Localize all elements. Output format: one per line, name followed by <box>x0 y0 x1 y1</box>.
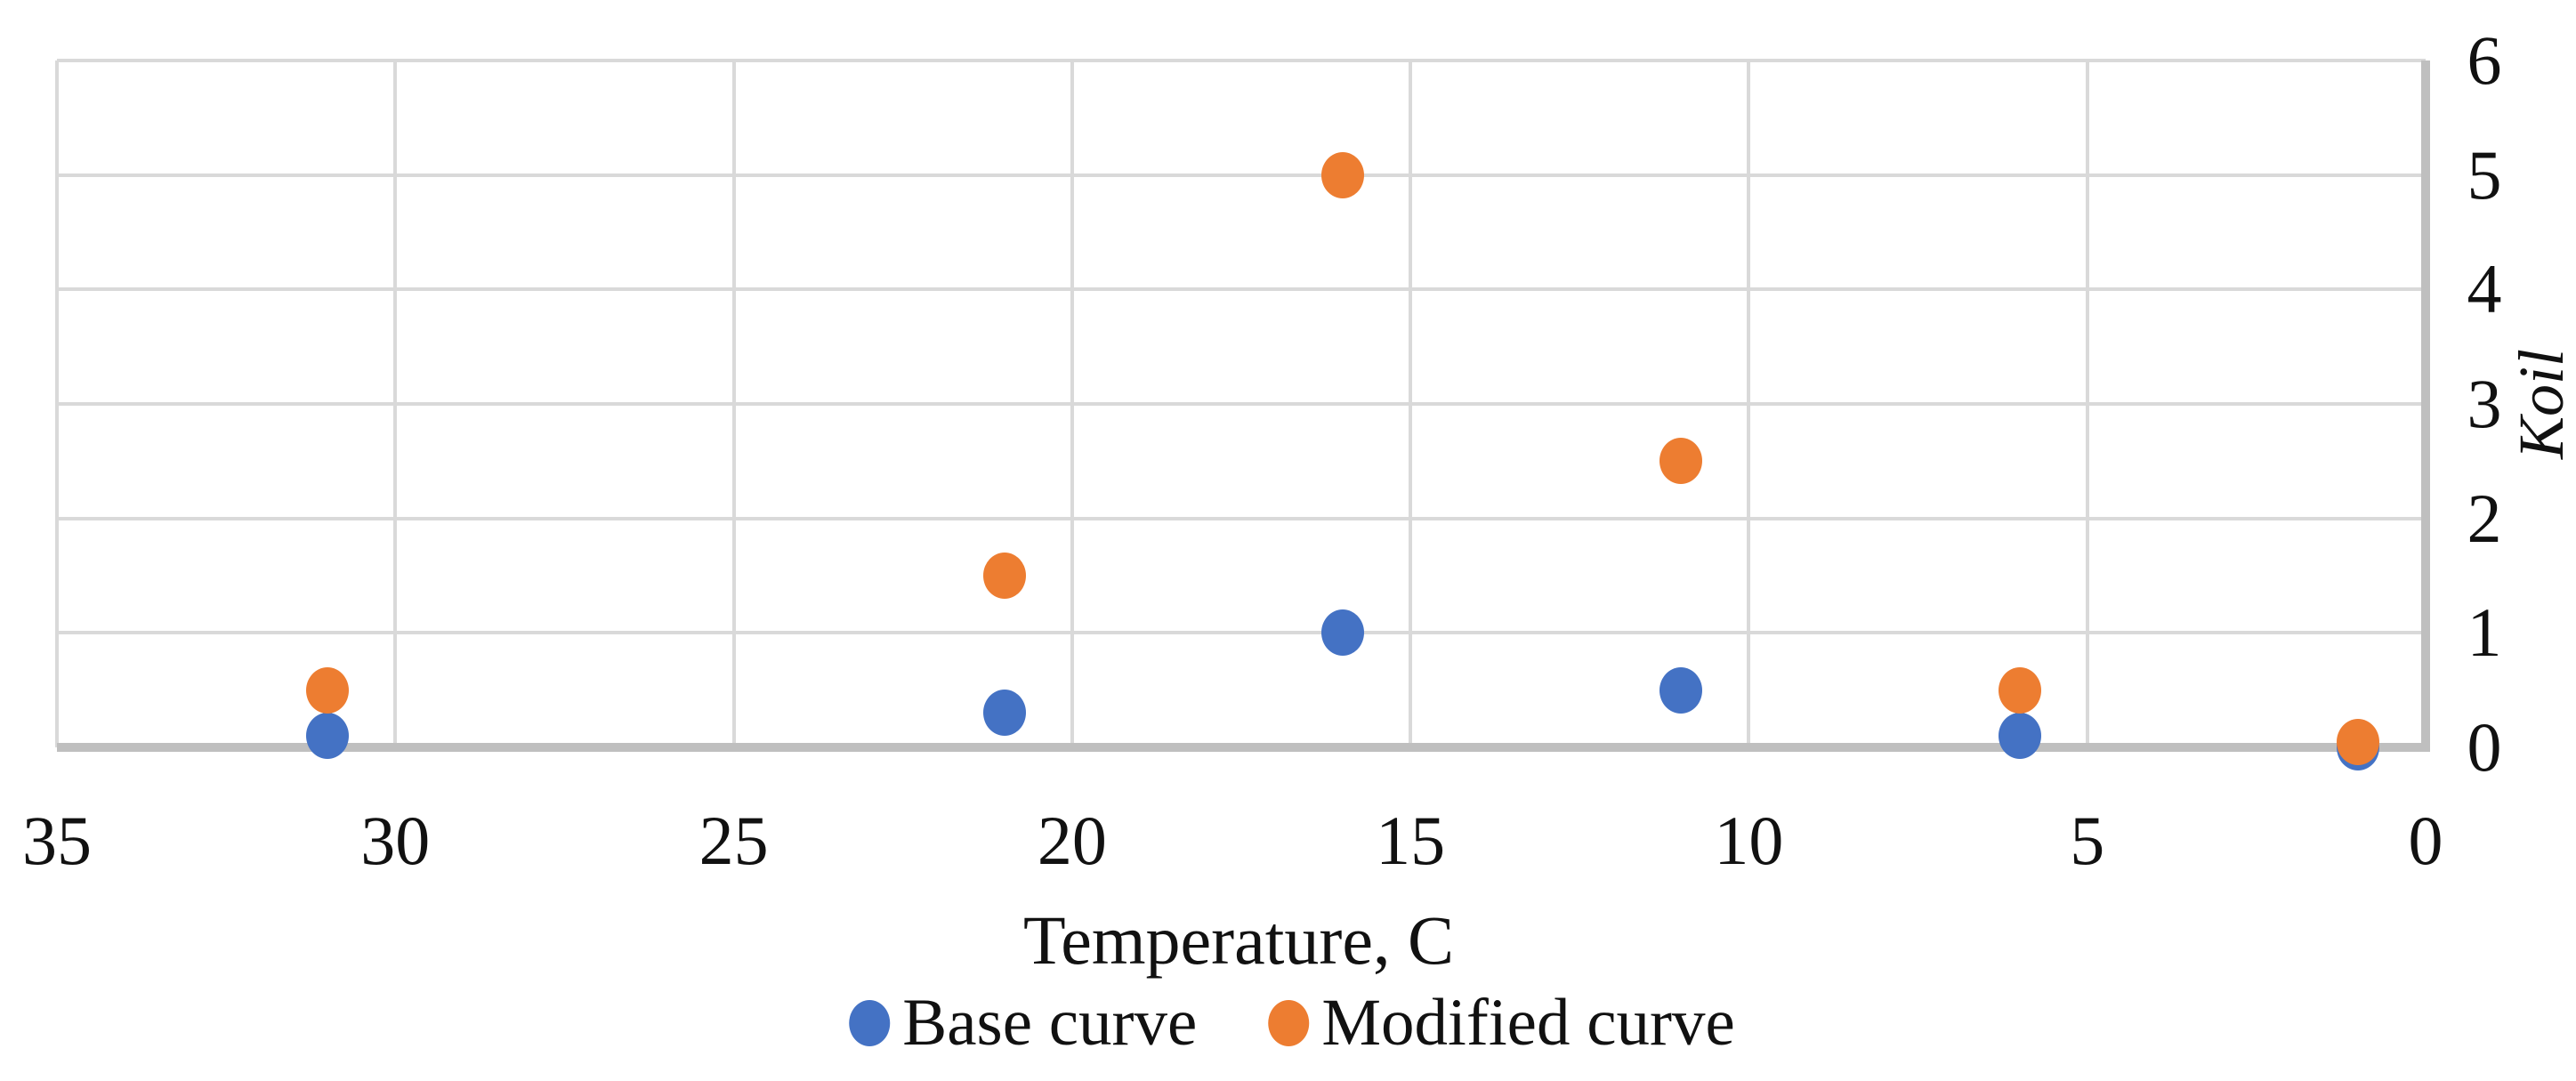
x-axis-line <box>57 743 2430 752</box>
modified-curve-marker-icon <box>1268 999 1310 1046</box>
point-modified-curve-t6[interactable] <box>1998 666 2041 714</box>
x-tick-label-20: 20 <box>1037 802 1107 879</box>
y-axis-title: Koil <box>2506 348 2576 460</box>
y-tick-label-6: 6 <box>2467 21 2502 99</box>
point-modified-curve-t31[interactable] <box>306 666 350 714</box>
point-base-curve-t11[interactable] <box>1659 666 1703 714</box>
x-tick-label-15: 15 <box>1376 802 1446 879</box>
x-axis-title: Temperature, C <box>1023 901 1454 979</box>
point-base-curve-t21[interactable] <box>982 690 1026 737</box>
gridline-y-6 <box>57 59 2426 62</box>
legend-item-modified-curve[interactable]: Modified curve <box>1268 986 1735 1060</box>
point-modified-curve-t21[interactable] <box>982 553 1026 599</box>
point-modified-curve-t11[interactable] <box>1659 438 1703 485</box>
y-tick-label-2: 2 <box>2467 479 2502 557</box>
base-curve-marker-icon <box>849 999 891 1046</box>
legend-label-base-curve: Base curve <box>902 986 1198 1060</box>
gridline-y-3 <box>57 402 2426 406</box>
y-axis-line <box>2421 61 2430 752</box>
point-base-curve-t6[interactable] <box>1998 713 2041 760</box>
x-tick-label-30: 30 <box>360 802 431 879</box>
y-tick-label-0: 0 <box>2467 708 2502 786</box>
legend-label-modified-curve: Modified curve <box>1321 986 1735 1060</box>
x-tick-label-35: 35 <box>22 802 92 879</box>
point-base-curve-t16[interactable] <box>1321 609 1365 657</box>
gridline-y-1 <box>57 631 2426 635</box>
plot-area <box>55 59 2430 770</box>
y-tick-label-3: 3 <box>2467 365 2502 442</box>
point-modified-curve-t1[interactable] <box>2336 718 2379 765</box>
legend-item-base-curve[interactable]: Base curve <box>849 989 1197 1056</box>
point-base-curve-t31[interactable] <box>306 713 350 760</box>
x-tick-label-5: 5 <box>2070 802 2105 879</box>
gridline-y-2 <box>57 516 2426 520</box>
y-tick-label-1: 1 <box>2467 593 2502 672</box>
gridline-y-4 <box>57 287 2426 292</box>
y-tick-label-4: 4 <box>2467 250 2502 328</box>
legend: Base curve Modified curve <box>849 989 1735 1056</box>
point-modified-curve-t16[interactable] <box>1321 151 1365 198</box>
y-tick-label-5: 5 <box>2467 135 2502 214</box>
x-tick-label-0: 0 <box>2408 802 2443 879</box>
gridline-y-5 <box>57 173 2426 177</box>
x-tick-label-25: 25 <box>699 802 769 879</box>
x-tick-label-10: 10 <box>1714 802 1784 879</box>
